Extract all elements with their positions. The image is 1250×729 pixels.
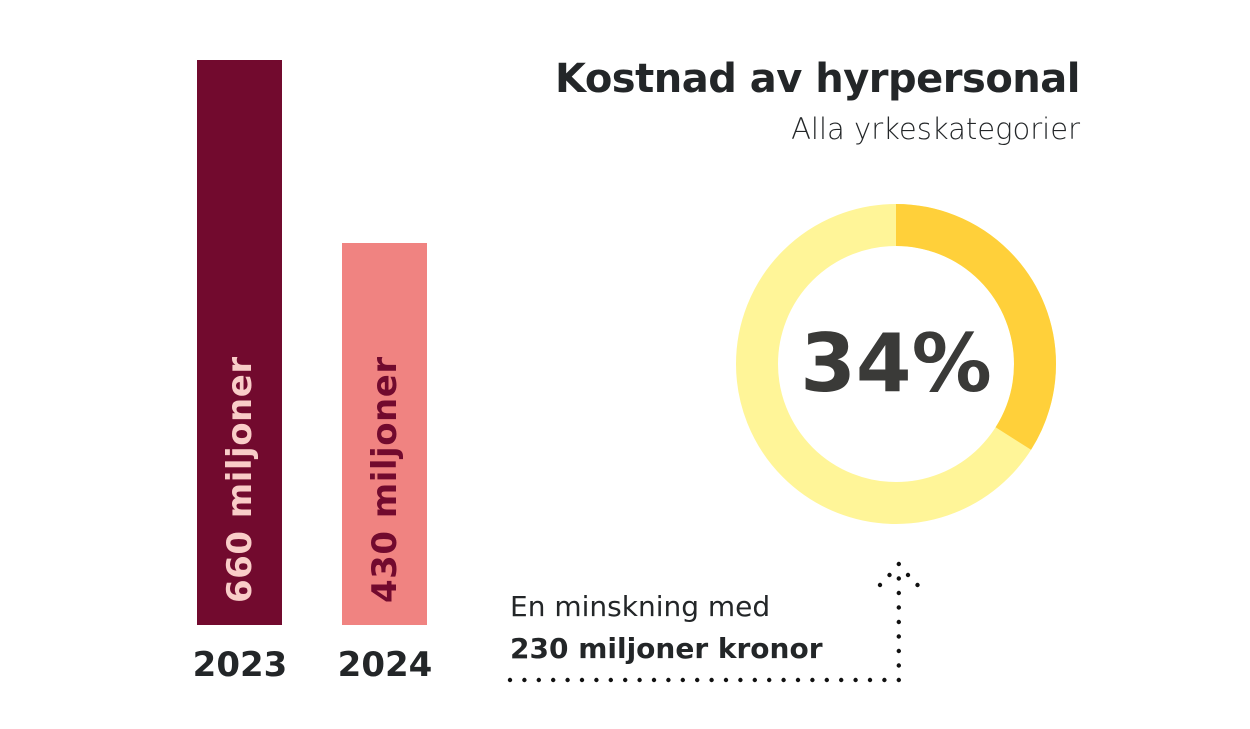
decrease-note-line2: 230 miljoner kronor — [510, 632, 823, 665]
chart-subtitle: Alla yrkeskategorier — [791, 112, 1080, 146]
bar-2024-value-label: 430 miljoner — [364, 356, 405, 603]
donut-percent-label: 34% — [800, 317, 992, 410]
donut-chart — [736, 204, 1056, 524]
year-label-2023: 2023 — [192, 645, 288, 685]
year-label-2024: 2024 — [337, 645, 433, 685]
dotted-arrow-icon — [507, 561, 920, 683]
donut-highlight-segment — [736, 204, 1056, 524]
chart-title: Kostnad av hyrpersonal — [555, 56, 1080, 102]
bar-2023-value-label: 660 miljoner — [219, 356, 260, 603]
decrease-note-line1: En minskning med — [510, 590, 771, 623]
bar-2024: 430 miljoner — [342, 243, 427, 625]
bar-2023: 660 miljoner — [197, 60, 282, 625]
